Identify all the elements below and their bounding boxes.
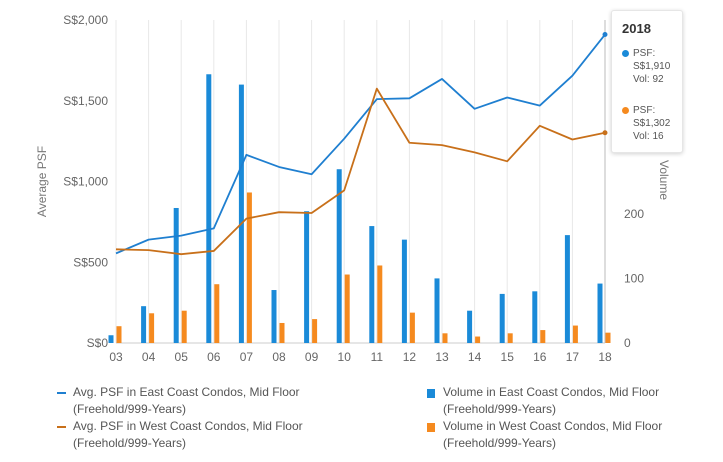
legend-west-vol-line2: (Freehold/999-Years) [443,436,556,450]
tooltip-east-dot-icon [622,50,629,57]
x-tick-label: 09 [305,350,319,364]
x-tick-label: 10 [338,350,352,364]
volume-bar-west [149,313,155,343]
psf-line-west [115,87,606,256]
volume-bar-east [271,290,277,343]
x-tick-label: 05 [175,350,189,364]
volume-bars [108,74,611,343]
volume-bar-west [540,330,546,343]
volume-bar-west [572,325,578,343]
volume-bar-west [605,332,611,343]
x-tick-label: 13 [435,350,449,364]
legend-box-swatch-east [427,389,435,398]
x-tick-label: 06 [207,350,221,364]
volume-bar-east [532,291,538,343]
volume-bar-east [336,169,342,343]
volume-bar-west [442,333,448,343]
psf-point-west [602,130,608,136]
x-tick-label: 04 [142,350,156,364]
psf-point-east [602,32,608,38]
volume-bar-east [434,278,440,343]
legend-line-swatch-east [57,392,66,394]
x-tick-label: 17 [566,350,580,364]
volume-bar-east [173,207,179,343]
volume-bar-east [564,235,570,343]
volume-bar-east [108,335,114,343]
x-tick-label: 08 [272,350,286,364]
volume-bar-west [116,326,122,343]
x-tick-label: 18 [598,350,612,364]
x-tick-label: 07 [240,350,254,364]
x-tick-label: 16 [533,350,547,364]
volume-bar-west [279,322,285,343]
y-right-axis-title: Volume [657,160,671,200]
x-tick-label: 12 [403,350,417,364]
y-left-axis-title: Average PSF [35,146,49,217]
psf-lines [115,32,608,256]
volume-bar-west [344,274,350,343]
y-right-tick-label: 100 [624,271,644,285]
y-left-tick-label: S$500 [73,255,108,269]
legend-east-psf-line1: Avg. PSF in East Coast Condos, Mid Floor [73,385,300,399]
volume-bar-east [369,226,375,343]
volume-bar-east [467,310,473,343]
y-left-tick-label: S$1,500 [63,94,108,108]
volume-bar-west [409,312,415,343]
tooltip-year: 2018 [622,21,651,36]
axes: 03 04 05 06 07 08 09 10 11 12 13 14 15 16 17 18 S$0 S$500… [35,13,671,364]
tooltip-west-vol: Vol: 16 [633,131,664,142]
legend-west-psf-line2: (Freehold/999-Years) [73,436,186,450]
x-tick-label: 03 [109,350,123,364]
volume-bar-west [214,284,220,343]
volume-bar-east [597,283,603,343]
legend-east-vol-line1: Volume in East Coast Condos, Mid Floor [443,385,660,399]
volume-bar-east [141,306,147,343]
tooltip-west-psf-label: PSF: [633,105,656,116]
tooltip-east-psf-value: S$1,910 [633,61,671,72]
volume-bar-west [507,333,513,343]
volume-bar-east [206,74,212,343]
legend-east-vol-line2: (Freehold/999-Years) [443,402,556,416]
x-tick-label: 14 [468,350,482,364]
legend-line-swatch-west [57,426,66,428]
tooltip-east-psf-label: PSF: [633,48,656,59]
y-left-tick-label: S$2,000 [63,13,108,27]
x-tick-label: 15 [501,350,515,364]
volume-bar-west [246,192,252,343]
volume-bar-east [238,84,244,343]
volume-bar-east [304,211,310,343]
tooltip-west-psf-value: S$1,302 [633,118,671,129]
volume-bar-west [475,336,481,343]
tooltip-east-vol: Vol: 92 [633,74,664,85]
y-left-tick-label: S$0 [87,336,109,350]
tooltip-west-dot-icon [622,107,629,114]
y-left-tick-label: S$1,000 [63,175,108,189]
volume-bar-west [377,265,383,343]
x-tick-label: 11 [371,350,384,364]
volume-bar-west [312,319,318,343]
y-right-tick-label: 200 [624,207,644,221]
tooltip: 2018 PSF: S$1,910 Vol: 92 PSF: S$1,302 V… [611,10,683,153]
legend-west-vol-line1: Volume in West Coast Condos, Mid Floor [443,419,663,433]
volume-bar-east [499,293,505,343]
volume-bar-east [401,239,407,343]
grid-lines [115,20,606,344]
legend-east-psf-line2: (Freehold/999-Years) [73,402,186,416]
legend-west-psf-line1: Avg. PSF in West Coast Condos, Mid Floor [73,419,303,433]
legend-box-swatch-west [427,423,435,432]
volume-bar-west [181,310,187,343]
y-right-tick-label: 0 [624,336,631,350]
psf-line-east [115,33,606,255]
combo-chart: 03 04 05 06 07 08 09 10 11 12 13 14 15 16 17 18 S$0 S$500… [35,13,671,364]
